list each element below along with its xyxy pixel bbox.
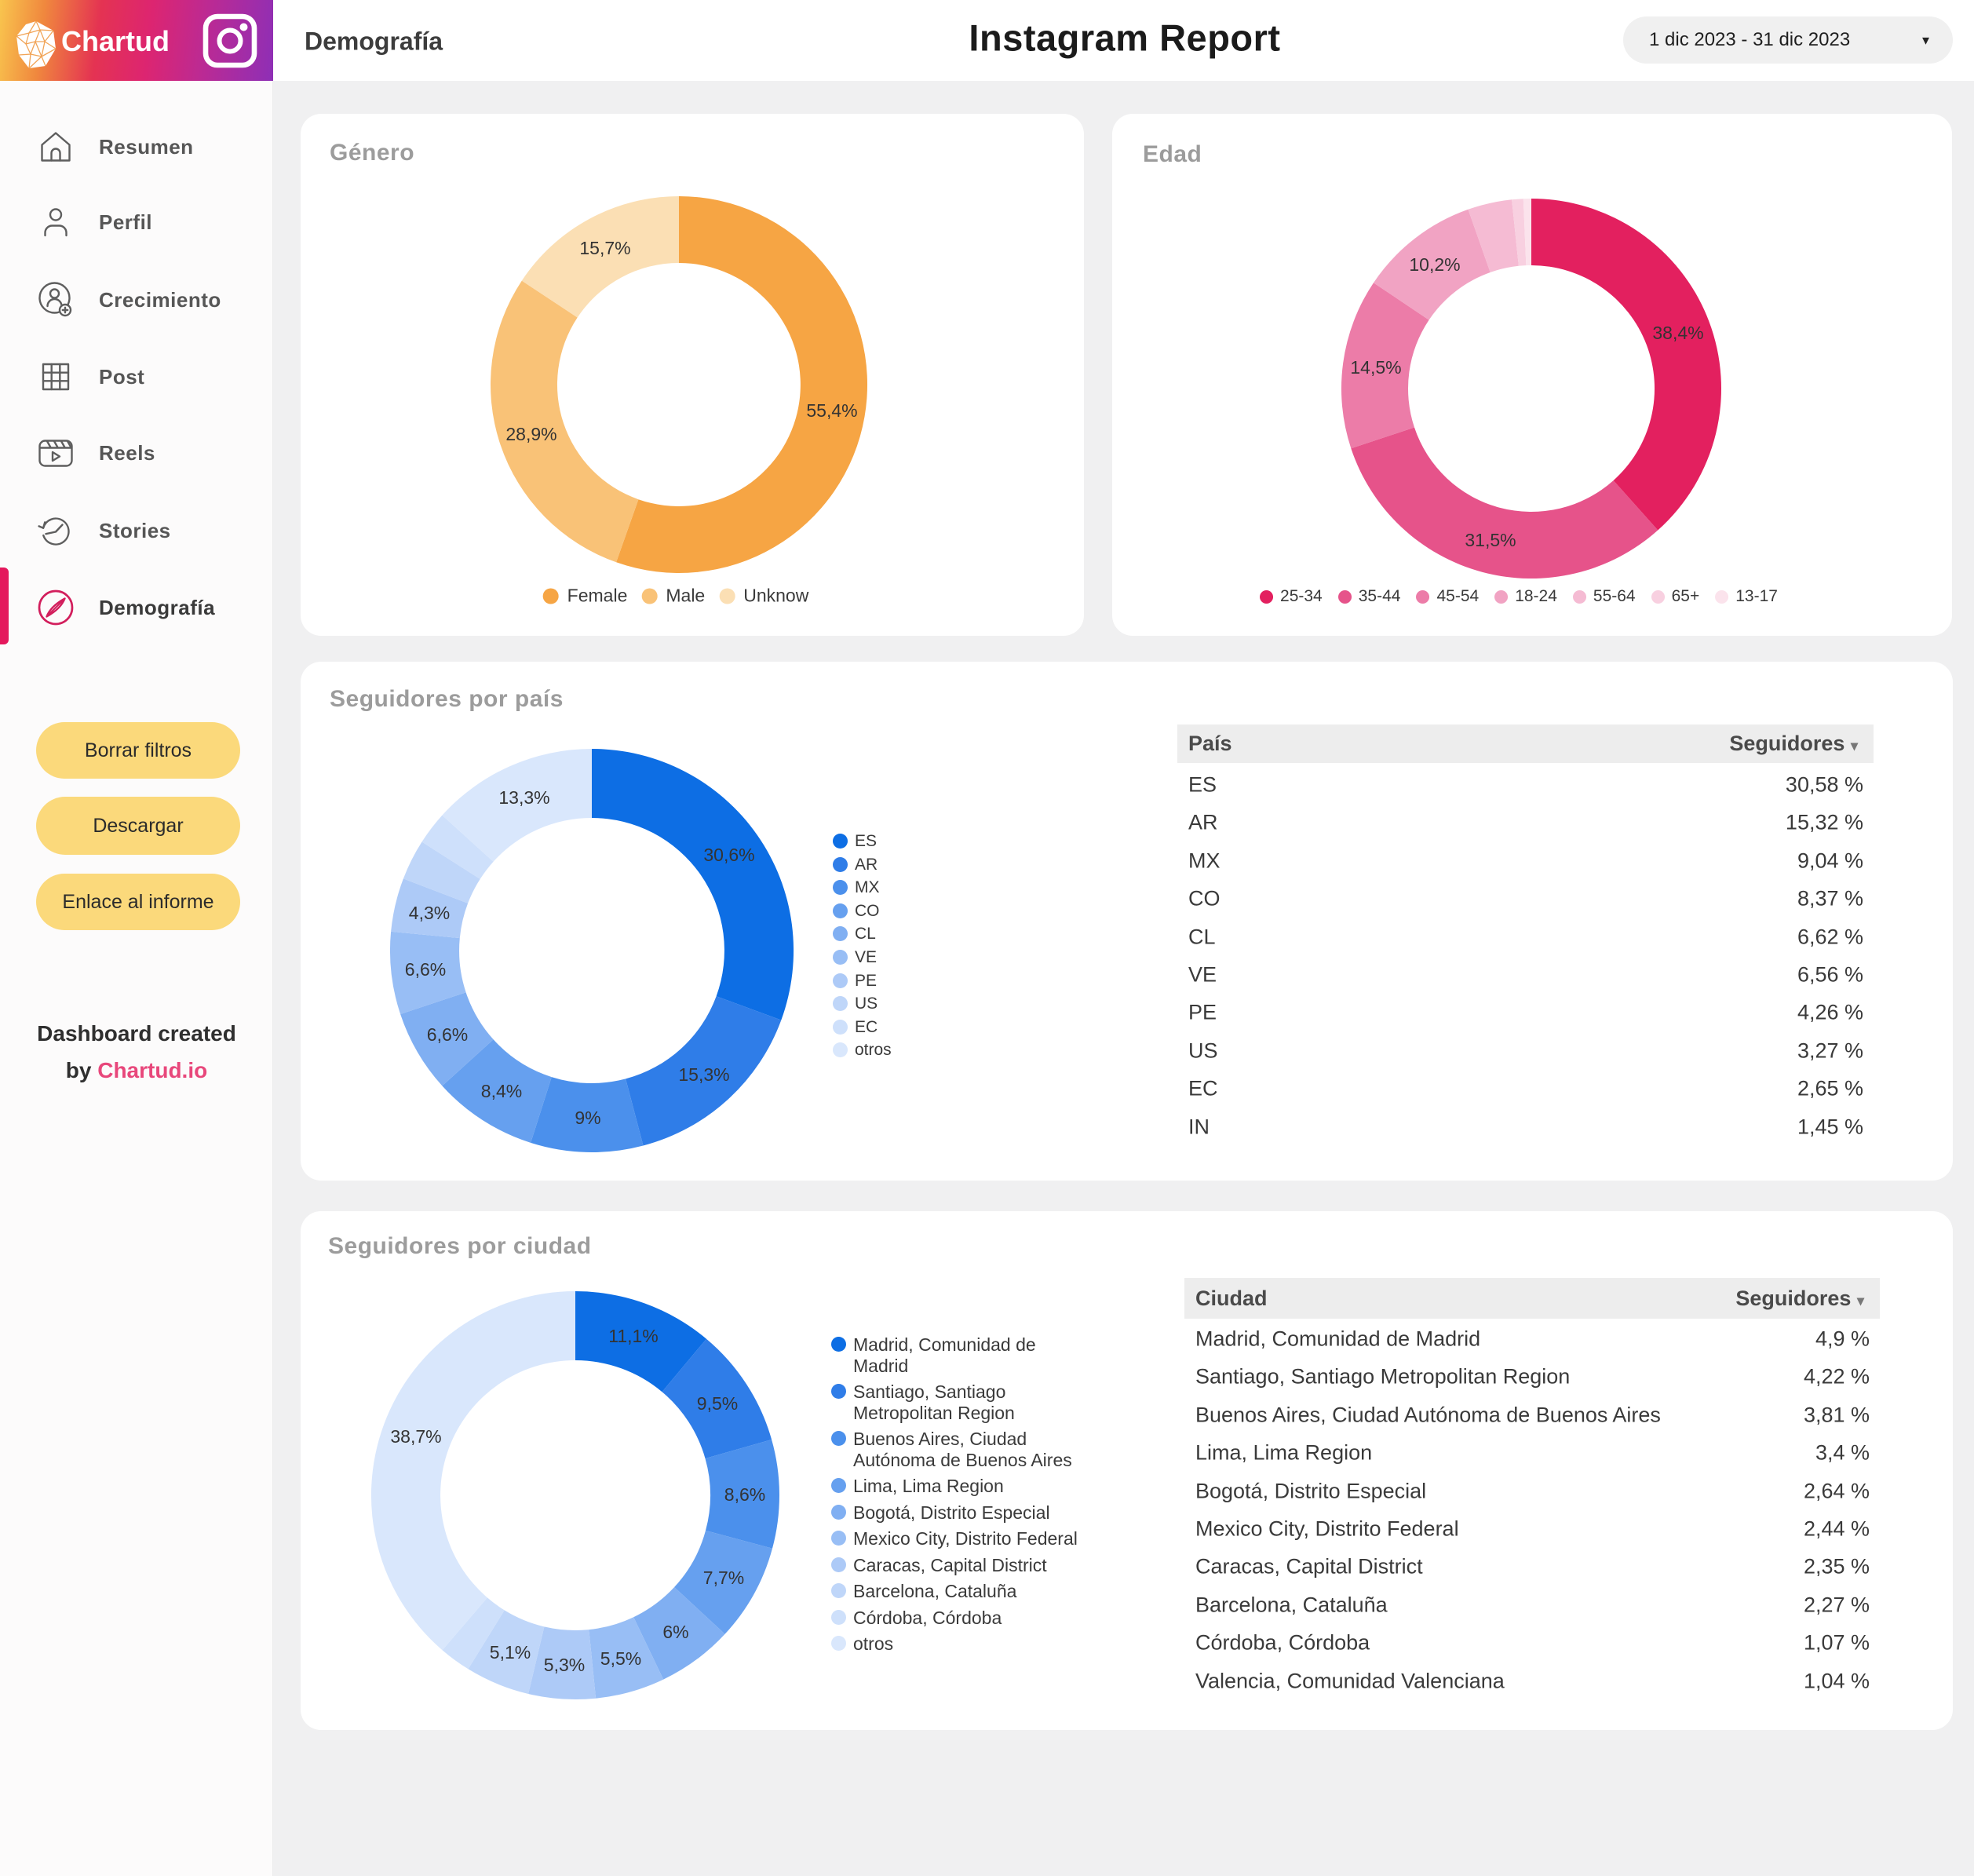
svg-text:38,4%: 38,4%: [1652, 323, 1703, 343]
svg-text:9,5%: 9,5%: [697, 1393, 738, 1414]
svg-text:9%: 9%: [575, 1108, 600, 1128]
svg-text:6%: 6%: [662, 1622, 688, 1642]
svg-text:31,5%: 31,5%: [1465, 530, 1516, 550]
svg-text:38,7%: 38,7%: [390, 1426, 441, 1447]
svg-text:15,3%: 15,3%: [678, 1064, 729, 1085]
svg-text:30,6%: 30,6%: [703, 845, 754, 865]
svg-text:8,4%: 8,4%: [481, 1081, 522, 1101]
svg-text:55,4%: 55,4%: [806, 400, 857, 421]
svg-text:5,3%: 5,3%: [544, 1655, 585, 1675]
svg-text:4,3%: 4,3%: [409, 903, 450, 923]
svg-text:8,6%: 8,6%: [724, 1484, 765, 1505]
svg-text:10,2%: 10,2%: [1409, 254, 1460, 275]
svg-text:7,7%: 7,7%: [703, 1568, 744, 1588]
svg-text:15,7%: 15,7%: [579, 238, 630, 258]
svg-text:28,9%: 28,9%: [505, 424, 556, 444]
svg-text:6,6%: 6,6%: [427, 1024, 468, 1045]
svg-text:5,5%: 5,5%: [600, 1648, 641, 1669]
svg-text:11,1%: 11,1%: [608, 1326, 659, 1346]
svg-text:5,1%: 5,1%: [490, 1642, 531, 1662]
svg-text:13,3%: 13,3%: [498, 787, 549, 808]
svg-text:6,6%: 6,6%: [405, 959, 446, 980]
svg-text:14,5%: 14,5%: [1350, 357, 1401, 378]
